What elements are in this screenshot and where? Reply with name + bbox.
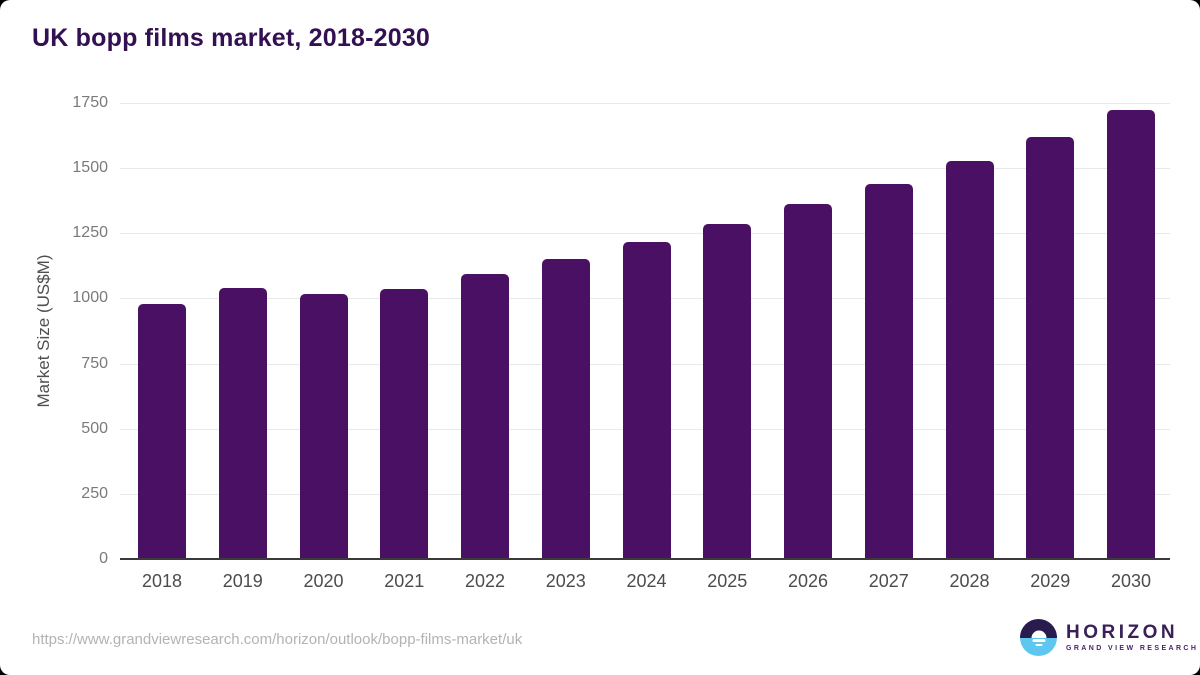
x-tick-label: 2028 (949, 571, 990, 591)
bar-2029 (1026, 136, 1075, 558)
source-url: https://www.grandviewresearch.com/horizo… (32, 631, 523, 648)
logo-subtitle: GRAND VIEW RESEARCH (1066, 645, 1199, 652)
horizon-logo: HORIZON GRAND VIEW RESEARCH (1020, 619, 1198, 656)
x-tick-label: 2021 (384, 571, 425, 591)
x-tick-label: 2030 (1110, 571, 1152, 591)
x-tick-label: 2024 (626, 571, 667, 591)
bar-2030 (1107, 110, 1155, 558)
x-tick-label: 2026 (787, 571, 829, 591)
bar-2021 (380, 289, 429, 558)
y-tick-label: 750 (81, 354, 108, 372)
logo-reflection-dash (1035, 644, 1042, 646)
logo-sea-half (1020, 637, 1057, 656)
x-tick-label: 2029 (1030, 571, 1071, 591)
x-tick-label: 2022 (464, 571, 506, 591)
bar-2023 (541, 258, 590, 558)
bar-2028 (945, 160, 994, 558)
y-tick-label: 500 (81, 419, 108, 437)
plot-area (120, 103, 1170, 560)
x-axis-line (120, 558, 1170, 560)
bar-2025 (703, 224, 752, 558)
bar-2024 (622, 242, 671, 558)
gridline (120, 168, 1170, 170)
bar-2026 (784, 204, 832, 558)
gridline (120, 233, 1170, 235)
bar-2022 (461, 273, 509, 558)
bar-2020 (299, 294, 348, 558)
bar-2027 (864, 183, 913, 558)
y-tick-label: 250 (81, 484, 108, 502)
x-tick-label: 2020 (303, 571, 344, 591)
y-tick-label: 1000 (72, 289, 108, 307)
chart-title: UK bopp films market, 2018-2030 (32, 24, 431, 52)
y-tick-label: 1250 (72, 224, 108, 242)
y-tick-label: 1750 (72, 94, 108, 111)
bar-2018 (138, 303, 186, 558)
bar-2019 (218, 288, 267, 558)
x-tick-label: 2025 (707, 571, 748, 591)
y-tick-label: 0 (99, 550, 108, 567)
logo-name: HORIZON (1066, 622, 1179, 643)
horizon-logo-icon (1020, 619, 1057, 656)
y-tick-label: 1500 (72, 159, 108, 177)
x-tick-label: 2019 (222, 571, 263, 591)
gridline (120, 103, 1170, 104)
logo-reflection-dash (1032, 639, 1045, 642)
x-tick-label: 2023 (545, 571, 586, 591)
x-tick-label: 2027 (868, 571, 909, 591)
y-axis-title: Market Size (US$M) (34, 254, 53, 408)
logo-text: HORIZON GRAND VIEW RESEARCH (1066, 623, 1198, 652)
x-tick-label: 2018 (141, 571, 183, 591)
logo-sky-half (1020, 619, 1057, 638)
